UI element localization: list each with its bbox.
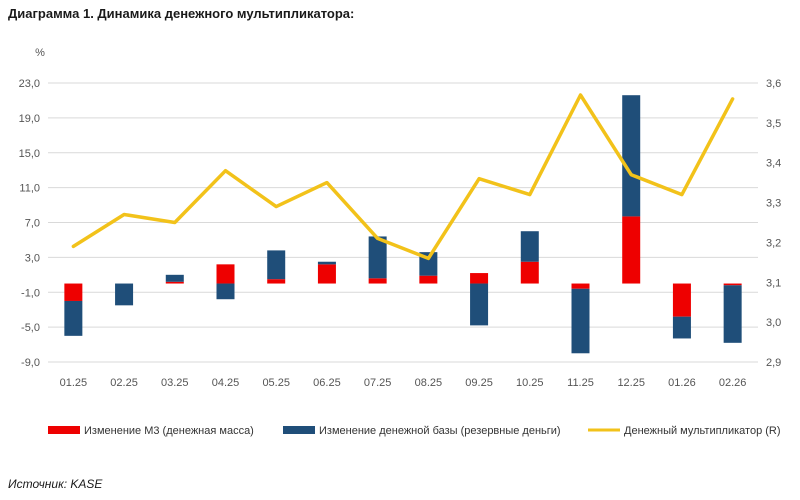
right-tick-label: 3,0 xyxy=(766,317,781,329)
m3-bar xyxy=(419,275,438,284)
legend: Изменение М3 (денежная масса) Изменение д… xyxy=(48,425,781,437)
m3-bar xyxy=(64,283,83,301)
left-tick-label: 7,0 xyxy=(25,218,40,230)
multiplier-line-group xyxy=(71,93,735,261)
left-tick-label: 15,0 xyxy=(19,148,40,160)
right-tick-label: 3,2 xyxy=(766,237,781,249)
legend-m3-label: Изменение М3 (денежная масса) xyxy=(84,425,254,437)
legend-m3-swatch xyxy=(48,426,80,434)
base-bar xyxy=(520,231,539,262)
x-tick-label: 02.25 xyxy=(110,377,138,389)
base-bar xyxy=(672,316,691,339)
base-bar xyxy=(115,283,134,306)
right-tick-label: 3,4 xyxy=(766,158,781,170)
right-tick-label: 3,5 xyxy=(766,118,781,130)
m3-bar xyxy=(165,281,184,284)
m3-bar xyxy=(470,273,489,284)
x-tick-label: 06.25 xyxy=(313,377,341,389)
x-tick-label: 01.26 xyxy=(668,377,696,389)
base-bar xyxy=(216,283,235,300)
base-bar xyxy=(470,283,489,326)
m3-bar xyxy=(571,283,590,289)
left-tick-label: 19,0 xyxy=(19,113,40,125)
grid-lines xyxy=(48,82,758,363)
x-tick-label: 10.25 xyxy=(516,377,544,389)
x-tick-label: 11.25 xyxy=(567,377,594,389)
left-tick-label: -1,0 xyxy=(21,287,40,299)
left-tick-label: -5,0 xyxy=(21,322,40,334)
left-axis-unit: % xyxy=(35,47,45,59)
x-tick-label: 08.25 xyxy=(415,377,443,389)
x-tick-label: 01.25 xyxy=(60,377,88,389)
left-tick-label: 23,0 xyxy=(19,78,40,90)
x-tick-label: 12.25 xyxy=(617,377,645,389)
m3-bar xyxy=(672,283,691,317)
m3-bar xyxy=(622,216,641,284)
multiplier-line xyxy=(71,93,735,261)
m3-bar xyxy=(267,279,286,284)
source-note: Источник: KASE xyxy=(8,477,103,491)
base-bar xyxy=(317,261,336,265)
bars xyxy=(64,95,742,354)
x-tick-label: 02.26 xyxy=(719,377,747,389)
axes: -9,0 -5,0 -1,0 3,0 7,0 11,0 15,0 19,0 23,0 2,9 3,0… xyxy=(19,47,782,389)
left-tick-label: 3,0 xyxy=(25,252,40,264)
x-tick-label: 04.25 xyxy=(212,377,240,389)
base-bar xyxy=(165,274,184,282)
m3-bar xyxy=(723,283,742,286)
left-tick-label: 11,0 xyxy=(19,183,40,195)
base-bar xyxy=(571,288,590,354)
left-tick-label: -9,0 xyxy=(21,357,40,369)
base-bar xyxy=(723,285,742,343)
m3-bar xyxy=(520,261,539,284)
legend-multiplier-label: Денежный мультипликатор (R) xyxy=(624,425,781,437)
x-tick-label: 03.25 xyxy=(161,377,189,389)
right-tick-label: 2,9 xyxy=(766,357,781,369)
x-tick-label: 09.25 xyxy=(465,377,493,389)
base-bar xyxy=(622,95,641,217)
right-tick-label: 3,3 xyxy=(766,198,781,210)
legend-base-label: Изменение денежной базы (резервные деньг… xyxy=(319,425,561,437)
legend-base-swatch xyxy=(283,426,315,434)
chart-title: Диаграмма 1. Динамика денежного мультипл… xyxy=(8,6,355,21)
m3-bar xyxy=(216,264,235,284)
m3-bar xyxy=(317,264,336,284)
x-tick-label: 07.25 xyxy=(364,377,392,389)
base-bar xyxy=(267,250,286,280)
m3-bar xyxy=(368,278,387,284)
base-bar xyxy=(368,236,387,279)
x-tick-label: 05.25 xyxy=(262,377,290,389)
right-tick-label: 3,1 xyxy=(766,277,781,289)
right-tick-label: 3,6 xyxy=(766,78,781,90)
base-bar xyxy=(64,300,83,336)
